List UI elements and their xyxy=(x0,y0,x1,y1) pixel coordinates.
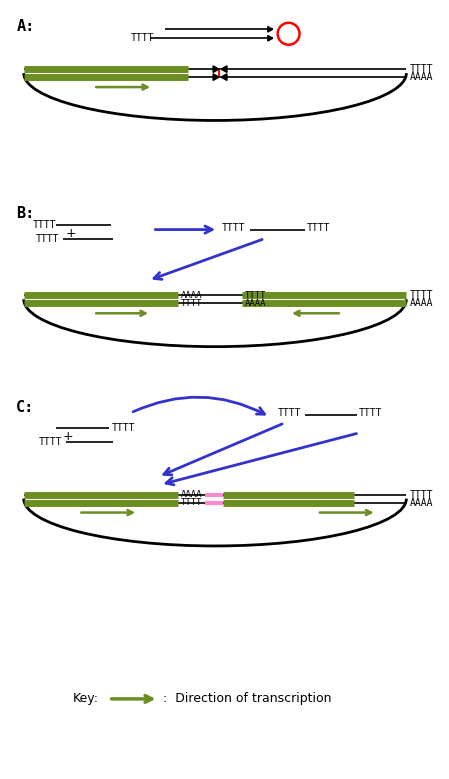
Text: AAAA: AAAA xyxy=(409,72,433,82)
Text: TTTT: TTTT xyxy=(409,64,433,74)
Polygon shape xyxy=(213,74,219,80)
Text: TTTT: TTTT xyxy=(131,33,154,44)
Text: A:: A: xyxy=(16,19,35,34)
Polygon shape xyxy=(221,66,227,72)
Text: TTTT: TTTT xyxy=(112,423,135,433)
Text: TTTT: TTTT xyxy=(222,223,246,233)
Text: TTTT: TTTT xyxy=(409,490,433,499)
Polygon shape xyxy=(268,26,273,32)
Text: AAAA: AAAA xyxy=(409,298,433,308)
Text: Key:: Key: xyxy=(73,693,99,706)
Text: TTTT: TTTT xyxy=(39,437,63,447)
Text: +: + xyxy=(66,227,77,240)
Text: +: + xyxy=(63,430,74,443)
Text: AAAA: AAAA xyxy=(181,291,202,300)
Text: TTTT: TTTT xyxy=(244,291,266,300)
Text: AAAA: AAAA xyxy=(409,498,433,508)
Text: TTTT: TTTT xyxy=(32,220,56,230)
Text: AAAA: AAAA xyxy=(181,490,202,499)
Text: TTTT: TTTT xyxy=(359,408,383,418)
Text: :  Direction of transcription: : Direction of transcription xyxy=(163,693,332,706)
Text: TTTT: TTTT xyxy=(181,498,202,507)
Text: TTTT: TTTT xyxy=(409,291,433,301)
Polygon shape xyxy=(221,74,227,80)
Text: TTTT: TTTT xyxy=(36,234,60,244)
Text: B:: B: xyxy=(16,206,35,220)
Text: TTTT: TTTT xyxy=(307,223,330,233)
Polygon shape xyxy=(213,66,219,72)
Text: TTTT: TTTT xyxy=(277,408,301,418)
Polygon shape xyxy=(268,36,273,41)
Text: AAAA: AAAA xyxy=(244,299,266,308)
Text: TTTT: TTTT xyxy=(181,299,202,308)
Text: C:: C: xyxy=(16,400,35,415)
